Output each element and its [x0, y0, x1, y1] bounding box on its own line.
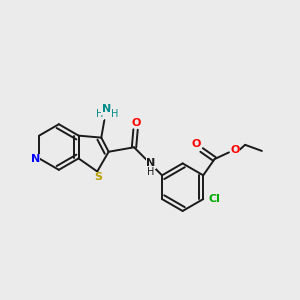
Text: O: O: [230, 146, 240, 155]
Text: H: H: [96, 109, 103, 119]
Text: S: S: [94, 172, 102, 182]
Text: O: O: [192, 139, 201, 149]
Text: H: H: [147, 167, 155, 177]
Text: H: H: [111, 109, 118, 119]
Text: N: N: [31, 154, 40, 164]
Text: Cl: Cl: [208, 194, 220, 204]
Text: N: N: [102, 104, 111, 114]
Text: O: O: [132, 118, 141, 128]
Text: N: N: [146, 158, 156, 168]
